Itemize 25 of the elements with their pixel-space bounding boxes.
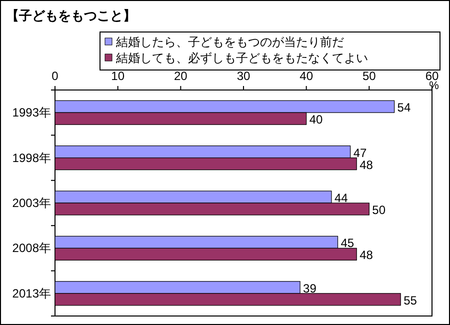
data-label: 48 bbox=[360, 158, 374, 172]
legend-label: 結婚しても、必ずしも子どもをもたなくてよい bbox=[115, 51, 368, 65]
y-tick-label: 2008年 bbox=[12, 241, 51, 256]
data-label: 47 bbox=[353, 146, 367, 160]
data-label: 55 bbox=[404, 293, 418, 308]
data-label: 48 bbox=[360, 248, 374, 262]
y-tick-label: 2013年 bbox=[12, 286, 51, 300]
x-axis-title: % bbox=[429, 80, 440, 92]
data-label: 54 bbox=[397, 100, 411, 115]
data-label: 44 bbox=[334, 191, 348, 205]
x-tick-label: 20 bbox=[174, 69, 188, 83]
data-label: 45 bbox=[340, 236, 354, 250]
x-tick-label: 30 bbox=[236, 69, 250, 83]
y-tick-label: 1998年 bbox=[12, 150, 51, 165]
data-label: 39 bbox=[303, 281, 317, 296]
x-tick-label: 0 bbox=[52, 69, 59, 83]
data-label: 50 bbox=[372, 203, 386, 217]
data-label: 40 bbox=[309, 112, 324, 127]
y-tick-label: 2003年 bbox=[12, 196, 51, 210]
x-tick-label: 10 bbox=[111, 69, 125, 83]
y-tick-label: 1993年 bbox=[12, 106, 51, 120]
x-tick-label: 50 bbox=[362, 69, 376, 83]
legend-label: 結婚したら、子どもをもつのが当たり前だ bbox=[115, 35, 344, 49]
x-tick-label: 40 bbox=[300, 69, 314, 83]
chart-title: 【子どもをもつこと】 bbox=[6, 8, 136, 23]
